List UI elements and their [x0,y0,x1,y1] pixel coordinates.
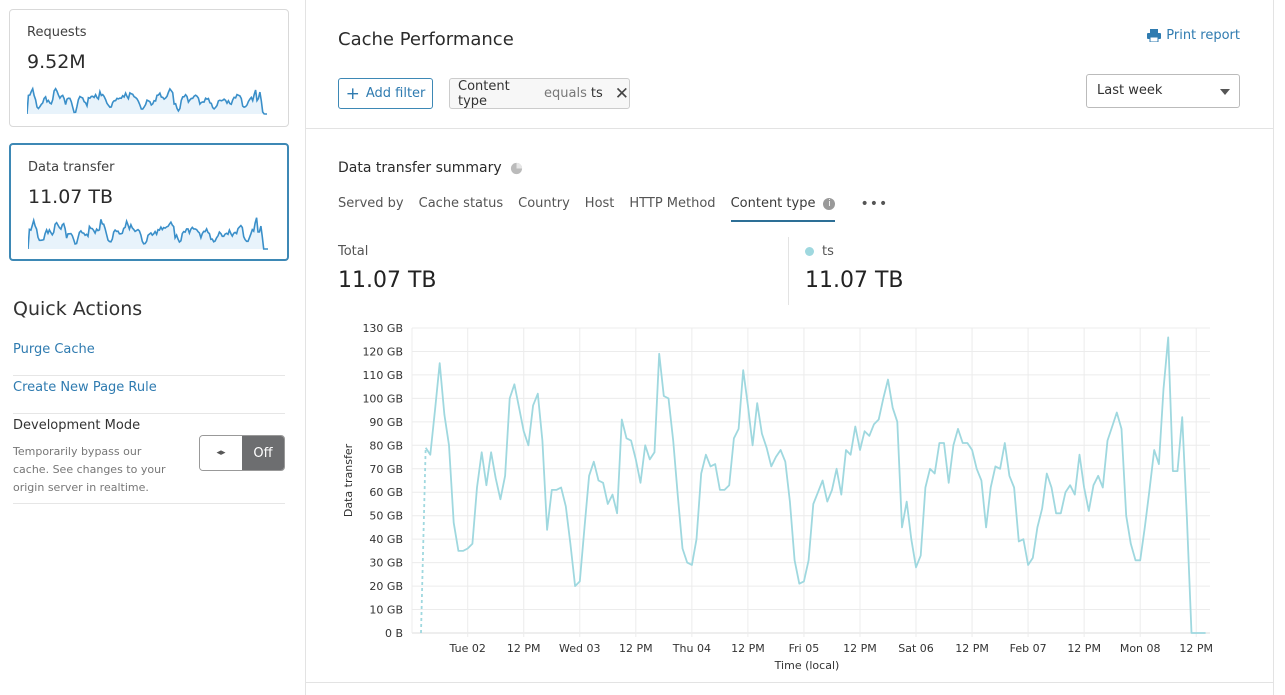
page-title: Cache Performance [338,29,514,50]
sidebar: Requests 9.52M Data transfer 11.07 TB Qu… [0,0,306,695]
filter-value: ts [590,86,603,101]
dev-mode-description: Temporarily bypass our cache. See change… [13,445,166,494]
tab-label: Content type [730,196,816,211]
tab-served-by[interactable]: Served by [338,196,404,211]
filter-field: Content type [458,78,510,109]
group-by-tabs: Served by Cache status Country Host HTTP… [338,196,888,222]
filter-chip[interactable]: Content type equals ts ✕ [449,78,630,109]
series-value: 11.07 TB [805,268,904,293]
pie-chart-icon[interactable] [510,162,523,175]
plus-icon: + [345,83,360,104]
summary-title: Data transfer summary [338,160,523,176]
tab-country[interactable]: Country [518,196,570,211]
total-value: 11.07 TB [338,268,437,293]
data-transfer-card[interactable]: Data transfer 11.07 TB [9,143,289,261]
divider [788,237,789,305]
chevron-down-icon [1220,89,1230,95]
create-page-rule-link[interactable]: Create New Page Rule [13,376,285,414]
sparkline-line [27,86,267,115]
quick-actions-title: Quick Actions [13,298,143,320]
toggle-arrows-icon: ◂▸ [200,436,242,470]
add-filter-label: Add filter [365,86,426,101]
dev-mode-toggle[interactable]: ◂▸ Off [199,435,285,471]
divider [13,503,285,504]
tab-cache-status[interactable]: Cache status [418,196,504,211]
dev-mode-title: Development Mode [13,418,141,433]
summary-title-text: Data transfer summary [338,160,502,176]
printer-icon [1147,29,1162,42]
info-icon[interactable]: i [823,198,836,210]
print-report-label: Print report [1166,28,1240,43]
time-range-select[interactable]: Last week [1086,74,1240,108]
tab-content-type[interactable]: Content type i [730,196,836,222]
sparkline-area [28,217,268,249]
series-legend: ts [805,244,834,259]
series-label: ts [822,244,834,259]
card-value: 9.52M [27,51,86,73]
tab-host[interactable]: Host [584,196,615,211]
card-label: Requests [27,25,87,40]
requests-card[interactable]: Requests 9.52M [9,9,289,127]
requests-sparkline [27,86,267,115]
filter-operator: equals [544,86,587,101]
data-transfer-sparkline [28,217,268,250]
print-report-link[interactable]: Print report [1147,28,1240,43]
purge-cache-link[interactable]: Purge Cache [13,338,285,376]
summary-panel: Data transfer summary Served by Cache st… [306,129,1273,683]
time-range-value: Last week [1097,83,1163,98]
divider [1273,0,1274,695]
tab-http-method[interactable]: HTTP Method [629,196,716,211]
total-label: Total [338,244,369,259]
add-filter-button[interactable]: + Add filter [338,78,433,109]
more-tabs-button[interactable]: ••• [860,196,889,212]
series-dot-icon [805,247,814,256]
sparkline-line [28,217,268,250]
card-label: Data transfer [28,160,115,175]
toggle-state: Off [242,436,284,470]
card-value: 11.07 TB [28,186,114,208]
header: Cache Performance Print report + Add fil… [306,0,1273,129]
close-icon[interactable]: ✕ [614,83,629,104]
